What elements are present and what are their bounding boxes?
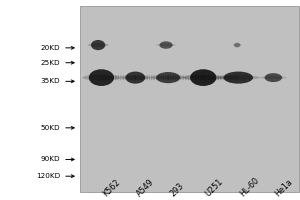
Ellipse shape bbox=[100, 75, 102, 80]
Text: U251: U251 bbox=[203, 177, 225, 198]
Ellipse shape bbox=[215, 75, 217, 80]
Text: HL-60: HL-60 bbox=[238, 175, 261, 198]
Ellipse shape bbox=[197, 75, 199, 80]
Ellipse shape bbox=[105, 75, 107, 80]
Ellipse shape bbox=[182, 75, 184, 80]
Ellipse shape bbox=[225, 75, 226, 80]
Text: 25KD: 25KD bbox=[40, 60, 60, 66]
Ellipse shape bbox=[260, 76, 286, 79]
Ellipse shape bbox=[234, 43, 241, 47]
Ellipse shape bbox=[158, 75, 160, 80]
Ellipse shape bbox=[187, 75, 189, 80]
Ellipse shape bbox=[190, 69, 216, 86]
Ellipse shape bbox=[227, 75, 229, 80]
Ellipse shape bbox=[185, 75, 187, 80]
Ellipse shape bbox=[142, 75, 143, 80]
Ellipse shape bbox=[222, 75, 224, 80]
Ellipse shape bbox=[230, 75, 232, 80]
Ellipse shape bbox=[132, 75, 134, 80]
Text: 50KD: 50KD bbox=[40, 125, 60, 131]
Ellipse shape bbox=[112, 75, 114, 80]
Ellipse shape bbox=[122, 75, 124, 80]
Ellipse shape bbox=[212, 75, 214, 80]
Ellipse shape bbox=[87, 43, 109, 47]
Ellipse shape bbox=[103, 75, 105, 80]
Ellipse shape bbox=[125, 75, 127, 80]
Ellipse shape bbox=[167, 75, 169, 80]
Text: 120KD: 120KD bbox=[36, 173, 60, 179]
Ellipse shape bbox=[115, 75, 117, 80]
Ellipse shape bbox=[177, 75, 179, 80]
Ellipse shape bbox=[144, 75, 146, 80]
Ellipse shape bbox=[202, 75, 204, 80]
Ellipse shape bbox=[200, 75, 202, 80]
Ellipse shape bbox=[237, 75, 239, 80]
Ellipse shape bbox=[218, 75, 219, 80]
Text: 35KD: 35KD bbox=[40, 78, 60, 84]
Ellipse shape bbox=[82, 75, 120, 81]
Ellipse shape bbox=[175, 75, 177, 80]
Text: 90KD: 90KD bbox=[40, 156, 60, 162]
Ellipse shape bbox=[134, 75, 136, 80]
Ellipse shape bbox=[180, 75, 182, 80]
Ellipse shape bbox=[110, 75, 112, 80]
Ellipse shape bbox=[146, 75, 148, 80]
Ellipse shape bbox=[156, 72, 180, 83]
Ellipse shape bbox=[163, 75, 164, 80]
Ellipse shape bbox=[137, 75, 139, 80]
Text: He1a: He1a bbox=[273, 177, 294, 198]
Ellipse shape bbox=[265, 73, 282, 82]
Ellipse shape bbox=[216, 75, 260, 80]
Text: 20KD: 20KD bbox=[40, 45, 60, 51]
Ellipse shape bbox=[202, 75, 204, 80]
Ellipse shape bbox=[184, 75, 223, 81]
Text: K562: K562 bbox=[101, 177, 122, 198]
Ellipse shape bbox=[139, 75, 141, 80]
Ellipse shape bbox=[207, 75, 209, 80]
Ellipse shape bbox=[195, 75, 196, 80]
Ellipse shape bbox=[121, 75, 150, 80]
Ellipse shape bbox=[232, 75, 234, 80]
Ellipse shape bbox=[148, 75, 150, 80]
Ellipse shape bbox=[192, 75, 194, 80]
Ellipse shape bbox=[170, 75, 172, 80]
Ellipse shape bbox=[160, 75, 162, 80]
Ellipse shape bbox=[156, 44, 176, 46]
Ellipse shape bbox=[91, 40, 105, 50]
Ellipse shape bbox=[118, 75, 119, 80]
Ellipse shape bbox=[224, 72, 253, 84]
Ellipse shape bbox=[134, 75, 136, 80]
Ellipse shape bbox=[172, 75, 174, 80]
Ellipse shape bbox=[190, 75, 192, 80]
Ellipse shape bbox=[220, 75, 222, 80]
Ellipse shape bbox=[165, 75, 167, 80]
Ellipse shape bbox=[156, 75, 157, 80]
Ellipse shape bbox=[89, 69, 114, 86]
Ellipse shape bbox=[127, 75, 129, 80]
Bar bbox=[80, 6, 298, 192]
Ellipse shape bbox=[235, 75, 237, 80]
Ellipse shape bbox=[130, 75, 131, 80]
Ellipse shape bbox=[120, 75, 122, 80]
Ellipse shape bbox=[167, 75, 169, 80]
Ellipse shape bbox=[153, 75, 155, 80]
Ellipse shape bbox=[205, 75, 207, 80]
Ellipse shape bbox=[232, 44, 242, 46]
Ellipse shape bbox=[151, 75, 153, 80]
Ellipse shape bbox=[150, 76, 186, 80]
Text: 293: 293 bbox=[168, 181, 185, 198]
Ellipse shape bbox=[108, 75, 109, 80]
Ellipse shape bbox=[125, 72, 145, 84]
Ellipse shape bbox=[159, 41, 172, 49]
Ellipse shape bbox=[210, 75, 212, 80]
Text: A549: A549 bbox=[135, 177, 156, 198]
